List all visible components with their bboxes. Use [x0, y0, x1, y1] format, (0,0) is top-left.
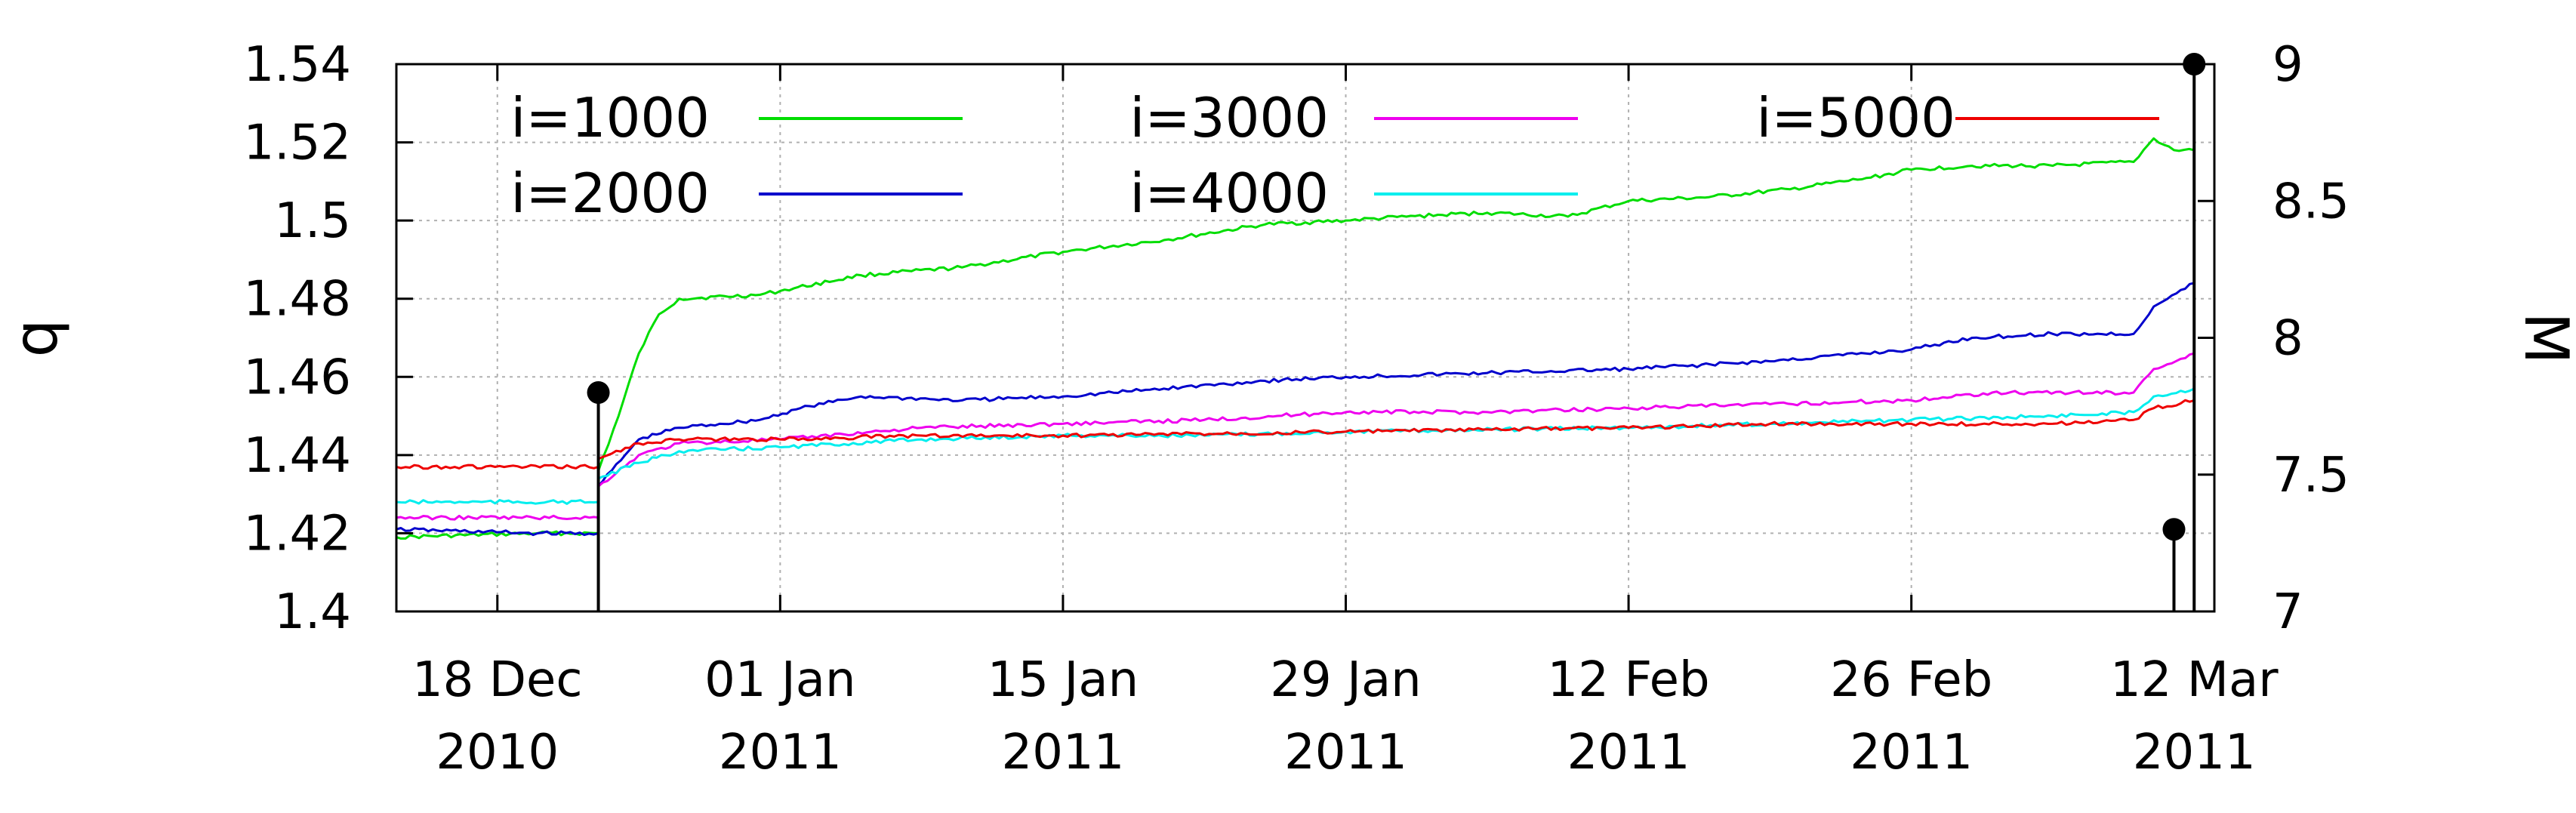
x-tick-label-year: 2011	[719, 725, 842, 781]
event-point	[587, 381, 610, 404]
y-tick-label: 1.44	[244, 428, 352, 484]
legend: i=1000 i=2000 i=3000 i=4000 i=5000	[510, 86, 2159, 225]
legend-label: i=2000	[510, 162, 710, 225]
x-tick-label: 26 Feb	[1830, 652, 1992, 708]
y2-tick-label: 7	[2272, 584, 2303, 640]
event-markers	[587, 53, 2206, 611]
x-tick-label-year: 2011	[1001, 725, 1124, 781]
y-tick-label: 1.4	[274, 584, 351, 640]
y-tick-label: 1.46	[244, 350, 352, 405]
legend-label: i=4000	[1129, 162, 1329, 225]
series-line-i-2000	[396, 282, 2195, 537]
y2-tick-label: 7.5	[2272, 448, 2350, 504]
y2-axis-label: M	[2511, 312, 2576, 364]
y2-tick-label: 8	[2272, 311, 2303, 367]
y-tick-label: 1.54	[244, 37, 352, 93]
x-tick-label: 29 Jan	[1270, 652, 1421, 708]
legend-label: i=3000	[1129, 86, 1329, 149]
x-tick-label-year: 2011	[1850, 725, 1973, 781]
x-tick-label-year: 2011	[1567, 725, 1690, 781]
series-lines	[396, 137, 2195, 540]
y-axis-label: q	[1, 319, 71, 358]
series-line-i-5000	[396, 399, 2195, 470]
y-tick-label: 1.48	[244, 272, 352, 328]
y2-tick-label: 8.5	[2272, 174, 2350, 229]
x-tick-label: 01 Jan	[704, 652, 855, 708]
y-tick-label: 1.52	[244, 115, 352, 171]
x-tick-label: 12 Mar	[2110, 652, 2279, 708]
x-tick-label: 12 Feb	[1548, 652, 1710, 708]
axes: 18 Dec 2010 01 Jan 2011 15 Jan 2011 29 Jan 2011…	[244, 37, 2350, 781]
legend-label: i=5000	[1756, 86, 1955, 149]
y-tick-label: 1.42	[244, 506, 352, 562]
y2-tick-label: 9	[2272, 37, 2303, 93]
x-tick-label: 18 Dec	[412, 652, 583, 708]
x-tick-label-year: 2011	[1284, 725, 1407, 781]
x-tick-label: 15 Jan	[988, 652, 1139, 708]
series-line-i-3000	[396, 352, 2195, 521]
y-tick-label: 1.5	[274, 193, 351, 249]
series-line-i-4000	[396, 387, 2195, 505]
event-point	[2162, 518, 2186, 541]
series-line-i-1000	[396, 137, 2195, 540]
x-tick-label-year: 2010	[436, 725, 559, 781]
x-tick-label-year: 2011	[2133, 725, 2256, 781]
legend-label: i=1000	[510, 86, 710, 149]
